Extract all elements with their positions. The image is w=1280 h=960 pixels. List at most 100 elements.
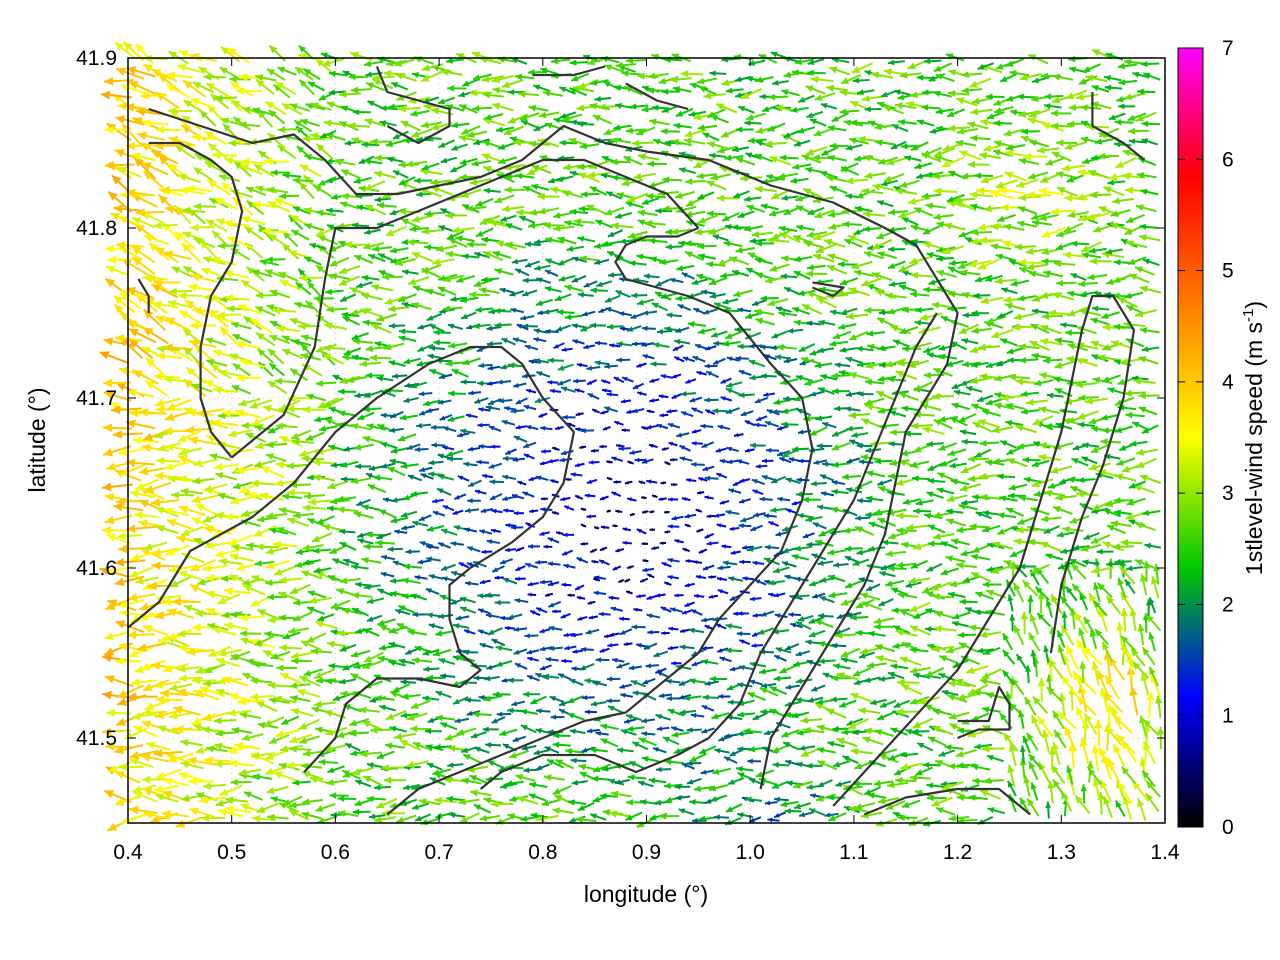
wind-vector xyxy=(1029,613,1040,635)
wind-vector xyxy=(1135,204,1157,213)
wind-vector xyxy=(561,347,573,352)
wind-vector xyxy=(388,641,406,649)
wind-vector xyxy=(1077,280,1099,288)
wind-vector xyxy=(535,298,553,306)
wind-vector xyxy=(579,663,595,671)
wind-vector xyxy=(957,413,977,423)
wind-vector xyxy=(512,382,527,388)
wind-vector xyxy=(698,815,717,822)
wind-vector xyxy=(642,677,656,685)
wind-vector xyxy=(689,799,707,806)
wind-vector xyxy=(314,620,339,630)
wind-vector xyxy=(199,239,218,259)
wind-vector xyxy=(877,479,893,486)
wind-vector xyxy=(666,695,681,702)
wind-vector xyxy=(891,123,909,133)
wind-vector xyxy=(708,594,719,599)
wind-vector xyxy=(180,487,204,496)
wind-vector xyxy=(712,234,729,242)
wind-vector xyxy=(1064,725,1077,752)
wind-vector xyxy=(816,724,838,733)
wind-vector xyxy=(909,696,930,705)
wind-vector xyxy=(318,758,339,766)
wind-vector xyxy=(767,122,786,132)
wind-vector xyxy=(606,460,613,464)
wind-vector xyxy=(522,491,535,498)
wind-vector xyxy=(839,277,859,286)
wind-vector xyxy=(748,816,762,823)
wind-vector xyxy=(465,413,478,419)
wind-vector xyxy=(552,785,572,795)
wind-vector xyxy=(827,574,846,583)
wind-vector xyxy=(648,237,668,245)
wind-vector xyxy=(755,272,775,281)
wind-vector xyxy=(1088,462,1111,471)
wind-vector xyxy=(730,550,741,555)
wind-vector xyxy=(1029,139,1050,148)
wind-vector xyxy=(803,726,825,734)
wind-vector xyxy=(199,109,217,127)
wind-vector xyxy=(178,771,204,782)
wind-vector xyxy=(1120,608,1129,632)
wind-vector xyxy=(901,216,919,226)
wind-vector xyxy=(378,508,397,519)
wind-vector xyxy=(661,447,669,451)
wind-vector xyxy=(462,649,479,656)
wind-vector xyxy=(1041,729,1050,753)
wind-vector xyxy=(1043,645,1050,663)
wind-vector xyxy=(933,187,958,195)
wind-vector xyxy=(373,474,393,481)
wind-vector xyxy=(533,337,547,343)
wind-vector xyxy=(676,432,690,438)
wind-vector xyxy=(927,477,946,484)
wind-vector xyxy=(1112,197,1134,205)
wind-vector xyxy=(539,461,549,466)
wind-vector xyxy=(616,357,631,363)
wind-vector xyxy=(290,651,314,660)
wind-vector xyxy=(691,660,704,667)
wind-vector xyxy=(751,643,764,648)
wind-vector xyxy=(611,222,634,230)
wind-vector xyxy=(1008,483,1028,491)
wind-vector xyxy=(693,560,702,565)
wind-vector xyxy=(360,750,382,758)
wind-vector xyxy=(560,449,574,456)
wind-vector xyxy=(351,607,369,617)
wind-vector xyxy=(815,415,833,422)
wind-vector xyxy=(479,579,491,585)
wind-vector xyxy=(366,795,386,802)
wind-vector xyxy=(651,546,660,550)
wind-vector xyxy=(970,108,993,116)
wind-vector xyxy=(791,711,810,719)
wind-vector xyxy=(1006,346,1025,355)
wind-vector xyxy=(137,642,167,652)
wind-vector xyxy=(546,758,565,769)
wind-vector xyxy=(625,590,633,595)
wind-vector xyxy=(899,656,922,667)
wind-vector xyxy=(862,736,884,746)
wind-vector xyxy=(190,273,218,283)
wind-vector xyxy=(239,613,265,622)
wind-vector xyxy=(855,515,871,521)
wind-vector xyxy=(268,734,290,745)
wind-vector xyxy=(399,414,418,421)
wind-vector xyxy=(691,441,704,446)
wind-vector xyxy=(615,547,625,553)
wind-vector xyxy=(328,663,347,670)
wind-vector xyxy=(240,279,262,295)
wind-vector xyxy=(515,546,525,552)
wind-vector xyxy=(354,779,372,788)
wind-vector xyxy=(293,599,314,607)
wind-vector xyxy=(675,794,691,801)
wind-vector xyxy=(1004,302,1026,311)
wind-vector xyxy=(1076,490,1099,498)
wind-vector xyxy=(467,498,481,504)
wind-vector xyxy=(430,424,445,431)
wind-vector xyxy=(796,126,816,134)
wind-vector xyxy=(561,549,574,556)
wind-vector xyxy=(198,795,226,805)
wind-vector xyxy=(559,457,573,463)
wind-vector xyxy=(1125,338,1145,348)
wind-vector xyxy=(132,784,157,794)
wind-vector xyxy=(394,608,411,616)
